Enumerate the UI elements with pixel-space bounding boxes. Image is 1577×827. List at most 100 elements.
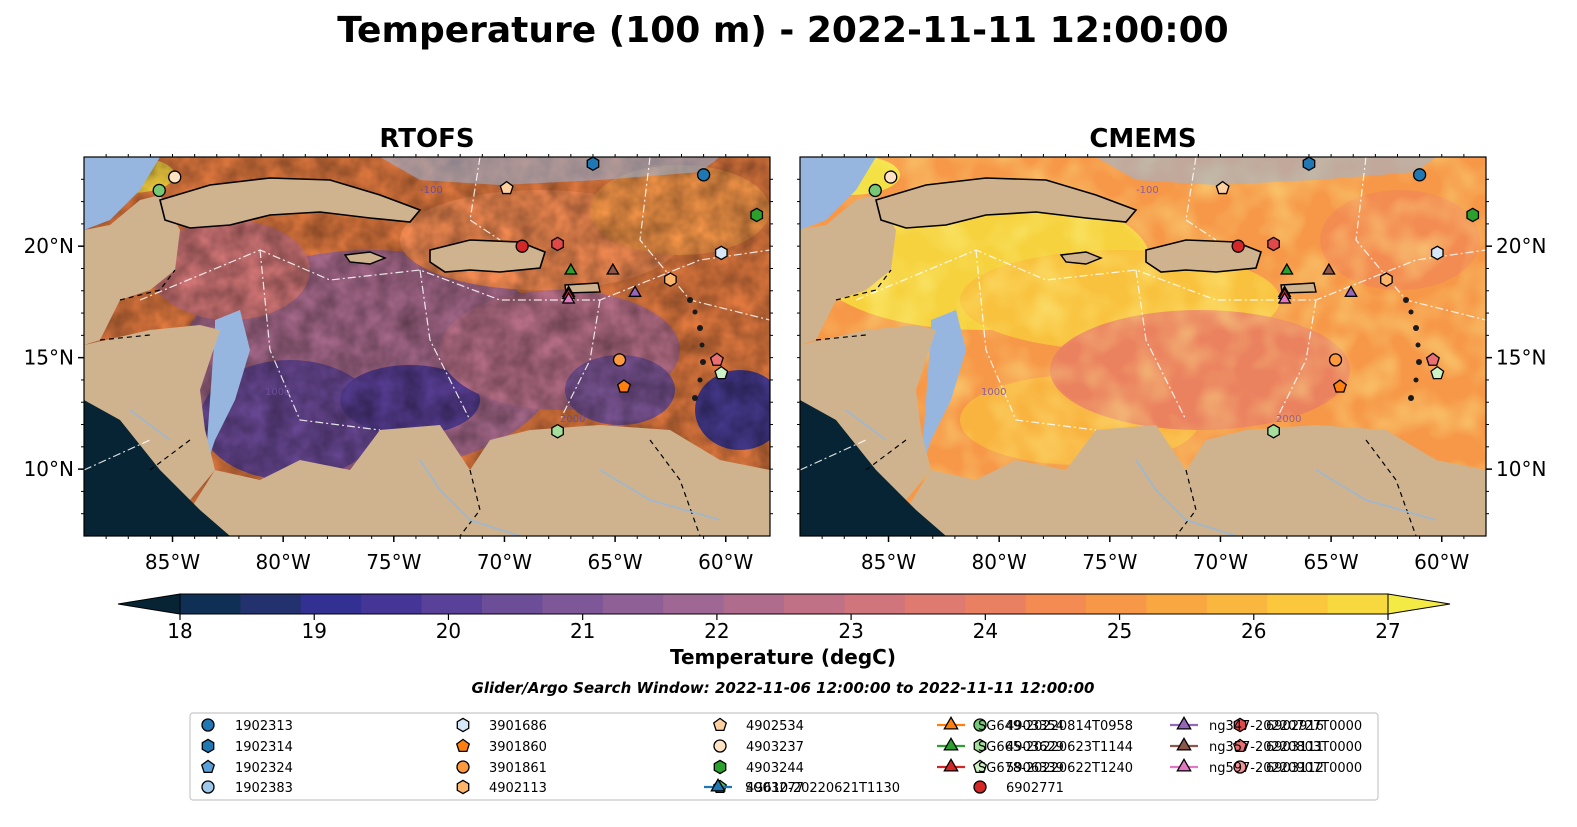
border-line [119, 269, 176, 301]
legend-marker-5906339 [972, 759, 988, 773]
rivers [129, 409, 721, 536]
platform-marker-4903354 [152, 183, 166, 198]
border-line [1365, 439, 1417, 536]
platform-marker-ng597-20220907T0000 [561, 291, 576, 304]
platform-marker-5906339 [1430, 365, 1445, 380]
platform-marker-5906339 [714, 365, 729, 380]
legend-marker-1902313 [201, 718, 215, 732]
contour-label: -100 [420, 185, 443, 196]
land-jamaica [343, 251, 387, 265]
island [1413, 377, 1419, 383]
platform-marker-ng347-20220727T0000 [1344, 285, 1358, 297]
colorbar-segment [1025, 594, 1087, 614]
colorbar-tick-label: 27 [1375, 619, 1400, 643]
x-tick-label: 60°W [1414, 550, 1469, 574]
river-line [419, 459, 521, 536]
contour-label: 1000 [265, 387, 290, 398]
panel-title-rtofs: RTOFS [379, 124, 474, 154]
border-line [835, 269, 892, 301]
shelf-water [205, 310, 250, 470]
platform-marker-ng357-20220803T0000 [1322, 262, 1336, 275]
cmems-markers [868, 157, 1480, 439]
legend-marker-6903111 [1232, 738, 1248, 752]
border-line [1175, 469, 1197, 536]
north-ocean-shelf [380, 157, 720, 185]
legend-marker-1902324 [200, 759, 216, 773]
river-line [129, 409, 171, 441]
legend-label: 4902113 [489, 781, 547, 796]
land-jamaica [1059, 251, 1103, 265]
river-line [1315, 469, 1437, 521]
border-line [459, 469, 481, 536]
island [692, 395, 698, 401]
platform-marker-6902916 [1267, 236, 1280, 252]
platform-marker-1902313 [1412, 168, 1427, 182]
lesser-antilles [1403, 297, 1422, 401]
platform-marker-ng597-20220907T0000 [1277, 291, 1292, 304]
cmems-map: 1000 2000 -100 [799, 156, 1487, 537]
ocean-south-pacific [84, 400, 230, 536]
colorbar-segment [1327, 594, 1389, 614]
country-borders [815, 269, 1417, 536]
colorbar-tick-label: 22 [704, 619, 729, 643]
lesser-antilles [687, 297, 706, 401]
legend-marker-ng597-20220907T0000 [1176, 758, 1192, 772]
legend-label: 4902534 [746, 719, 804, 734]
legend-label: 6902771 [1006, 781, 1064, 796]
legend-marker-SG649-20220814T0958 [943, 716, 959, 730]
colorbar-segment [361, 594, 423, 614]
island [1408, 309, 1414, 315]
x-tick-label: 60°W [698, 550, 753, 574]
legend-label: SG610-20220621T1130 [745, 781, 900, 796]
platform-marker-1902314 [1302, 157, 1316, 172]
eez-line [419, 269, 471, 421]
colorbar-tick-label: 19 [301, 619, 326, 643]
platform-marker-4902113 [1380, 272, 1393, 287]
platform-marker-SG665-20220623T1144 [1279, 262, 1294, 275]
platform-marker-4903629 [551, 423, 564, 439]
x-tick-label: 70°W [1193, 550, 1248, 574]
eez-line [1275, 299, 1317, 421]
legend-marker-3901861 [456, 760, 470, 774]
platform-marker-4903354 [868, 183, 882, 198]
rtofs-map: 1000 2000 -100 [83, 156, 771, 537]
platform-marker-ng357-20220803T0000 [606, 262, 620, 275]
legend-marker-4902113 [456, 779, 470, 795]
river-line [599, 469, 721, 521]
y-tick-label: 10°N [1496, 457, 1546, 481]
land-central-america [84, 195, 180, 345]
colorbar-segment [421, 594, 483, 614]
platform-marker-1902313 [696, 168, 711, 182]
figure-title: Temperature (100 m) - 2022-11-11 12:00:0… [337, 10, 1228, 51]
colorbar-segment [1146, 594, 1208, 614]
border-line [649, 439, 701, 536]
legend-marker-4903237 [713, 739, 727, 753]
land-honduras-nicaragua [800, 325, 936, 500]
x-tick-label: 65°W [1303, 550, 1358, 574]
eez-line [469, 157, 501, 241]
legend-marker-3901860 [455, 738, 471, 752]
island [692, 309, 698, 315]
river-line [1135, 459, 1237, 536]
eez-line [975, 249, 1097, 431]
legend-label: ng597-20220907T0000 [1209, 761, 1362, 776]
x-tick-label: 65°W [587, 550, 642, 574]
legend-marker-6902916 [1233, 717, 1247, 733]
shelf-water [921, 310, 966, 470]
legend: 1902313 1902314 1902324 1902383 3901686 39018… [189, 712, 1379, 801]
y-tick-label: 10°N [24, 457, 74, 481]
colorbar-frame [179, 593, 1389, 615]
colorbar-segment [240, 594, 302, 614]
platform-marker-3901686 [714, 245, 728, 261]
legend-label: 1902324 [235, 761, 293, 776]
land-honduras-nicaragua [84, 325, 220, 500]
island [697, 377, 703, 383]
colorbar-extend-low [117, 593, 181, 615]
platform-marker-3901860 [1332, 379, 1347, 393]
eez-line [855, 249, 1486, 301]
platform-marker-4903244 [1466, 207, 1480, 223]
platform-marker-4902534 [1215, 180, 1230, 195]
eez-line [1135, 269, 1187, 421]
legend-label: 4903354 [1006, 719, 1064, 734]
